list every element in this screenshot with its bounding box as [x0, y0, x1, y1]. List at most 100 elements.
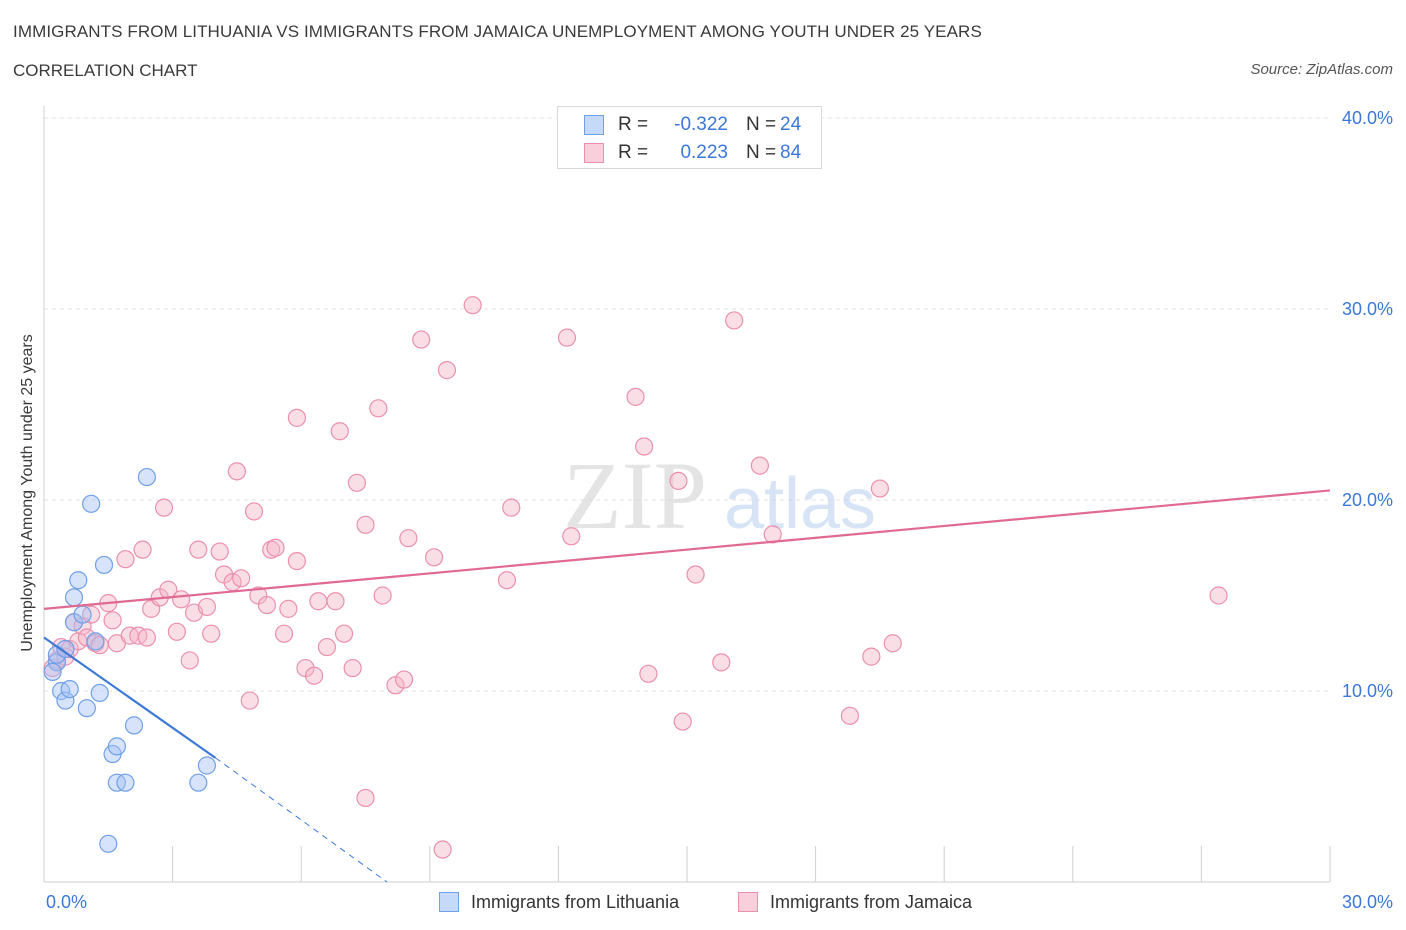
data-point-jamaica — [635, 437, 654, 456]
data-point-jamaica — [137, 628, 156, 647]
data-point-jamaica — [274, 624, 294, 643]
data-point-jamaica — [227, 462, 246, 481]
data-point-jamaica — [180, 651, 199, 670]
data-point-jamaica — [862, 647, 881, 666]
data-point-jamaica — [686, 565, 705, 584]
y-tick-label: 20.0% — [1342, 490, 1393, 510]
data-point-lithuania — [82, 494, 101, 513]
data-point-jamaica — [712, 653, 731, 672]
data-point-jamaica — [502, 498, 521, 517]
data-point-jamaica — [763, 525, 782, 544]
data-point-jamaica — [197, 597, 216, 617]
bottom-legend-label-lithuania: Immigrants from Lithuania — [471, 891, 680, 912]
stats-legend: R = -0.322 N = 24 R = 0.223 N = 84 — [557, 106, 822, 169]
watermark-atlas: atlas — [724, 464, 876, 544]
tick-labels: 10.0% 20.0% 30.0% 40.0% 0.0% 30.0% — [46, 108, 1393, 912]
data-point-lithuania — [124, 716, 144, 735]
data-point-lithuania — [90, 683, 109, 703]
data-point-jamaica — [232, 569, 251, 588]
data-point-lithuania — [60, 679, 79, 699]
data-point-jamaica — [562, 527, 581, 546]
chart-title: IMMIGRANTS FROM LITHUANIA VS IMMIGRANTS … — [13, 22, 982, 41]
data-point-lithuania — [116, 773, 135, 792]
data-point-jamaica — [154, 498, 174, 517]
data-point-jamaica — [287, 552, 307, 571]
source-label: Source: ZipAtlas.com — [1250, 61, 1393, 78]
legend-row-lithuania: R = -0.322 N = 24 — [584, 114, 801, 136]
x-tick-label: 0.0% — [46, 892, 87, 912]
data-point-jamaica — [167, 622, 186, 641]
trend-line-jamaica — [43, 489, 1331, 610]
data-point-jamaica — [369, 399, 388, 418]
data-point-jamaica — [437, 361, 457, 380]
data-point-lithuania — [43, 662, 62, 682]
data-point-jamaica — [103, 611, 122, 630]
data-point-jamaica — [557, 328, 577, 347]
data-point-lithuania — [47, 653, 66, 672]
data-point-lithuania — [189, 773, 208, 792]
legend-swatch-jamaica — [584, 143, 604, 163]
data-point-lithuania — [86, 632, 105, 651]
data-point-lithuania — [73, 605, 92, 624]
data-point-lithuania — [77, 699, 96, 718]
bottom-legend-swatch-lithuania — [439, 892, 459, 912]
data-point-jamaica — [304, 666, 324, 685]
data-point-jamaica — [189, 540, 208, 559]
bottom-legend-jamaica: Immigrants from Jamaica — [738, 890, 972, 914]
data-point-jamaica — [266, 538, 285, 557]
series-jamaica — [43, 296, 1228, 859]
legend-swatch-lithuania — [584, 115, 604, 135]
data-point-jamaica — [202, 624, 221, 643]
data-point-jamaica — [240, 691, 259, 710]
data-point-jamaica — [463, 296, 482, 315]
data-point-jamaica — [279, 599, 298, 618]
y-axis-label: Unemployment Among Youth under 25 years — [19, 334, 36, 652]
data-point-lithuania — [107, 737, 126, 756]
y-tick-label: 40.0% — [1342, 108, 1393, 128]
data-point-jamaica — [412, 330, 431, 349]
data-point-jamaica — [883, 634, 902, 653]
n-label: N = — [746, 142, 777, 163]
n-label: N = — [746, 114, 777, 135]
data-point-jamaica — [840, 706, 859, 725]
data-point-lithuania — [56, 691, 75, 710]
data-point-jamaica — [433, 840, 452, 859]
data-point-jamaica — [725, 311, 744, 330]
y-tick-label: 10.0% — [1342, 681, 1393, 701]
watermark-zip: ZIP — [563, 442, 707, 549]
data-point-lithuania — [64, 588, 84, 607]
n-value: 24 — [780, 114, 802, 135]
y-tick-label: 30.0% — [1342, 299, 1393, 319]
data-point-jamaica — [343, 658, 362, 678]
data-point-jamaica — [309, 592, 328, 611]
chart-subtitle: CORRELATION CHART — [13, 61, 198, 80]
data-point-jamaica — [669, 471, 688, 490]
data-point-jamaica — [870, 479, 890, 498]
data-point-jamaica — [347, 473, 367, 492]
data-point-jamaica — [133, 540, 152, 559]
data-point-jamaica — [330, 422, 349, 441]
r-value: -0.322 — [674, 114, 728, 135]
data-point-jamaica — [172, 590, 191, 609]
data-point-lithuania — [69, 571, 88, 590]
trend-line-lithuania — [43, 636, 217, 759]
r-label: R = — [618, 142, 649, 163]
data-point-jamaica — [317, 637, 337, 657]
axes — [43, 106, 1331, 883]
watermark: ZIP atlas — [563, 442, 876, 549]
data-point-jamaica — [257, 595, 277, 615]
data-point-lithuania — [56, 639, 75, 659]
data-point-jamaica — [373, 586, 392, 605]
trend-line-lithuania-extension — [215, 757, 388, 883]
r-value: 0.223 — [680, 142, 728, 163]
data-point-jamaica — [356, 788, 375, 808]
bottom-legend-lithuania: Immigrants from Lithuania — [439, 890, 679, 914]
data-point-jamaica — [750, 456, 769, 475]
data-point-jamaica — [116, 550, 135, 569]
series-lithuania — [43, 467, 216, 853]
data-point-jamaica — [424, 548, 444, 567]
data-point-jamaica — [639, 664, 658, 683]
data-point-jamaica — [244, 502, 264, 521]
n-value: 84 — [780, 142, 802, 163]
